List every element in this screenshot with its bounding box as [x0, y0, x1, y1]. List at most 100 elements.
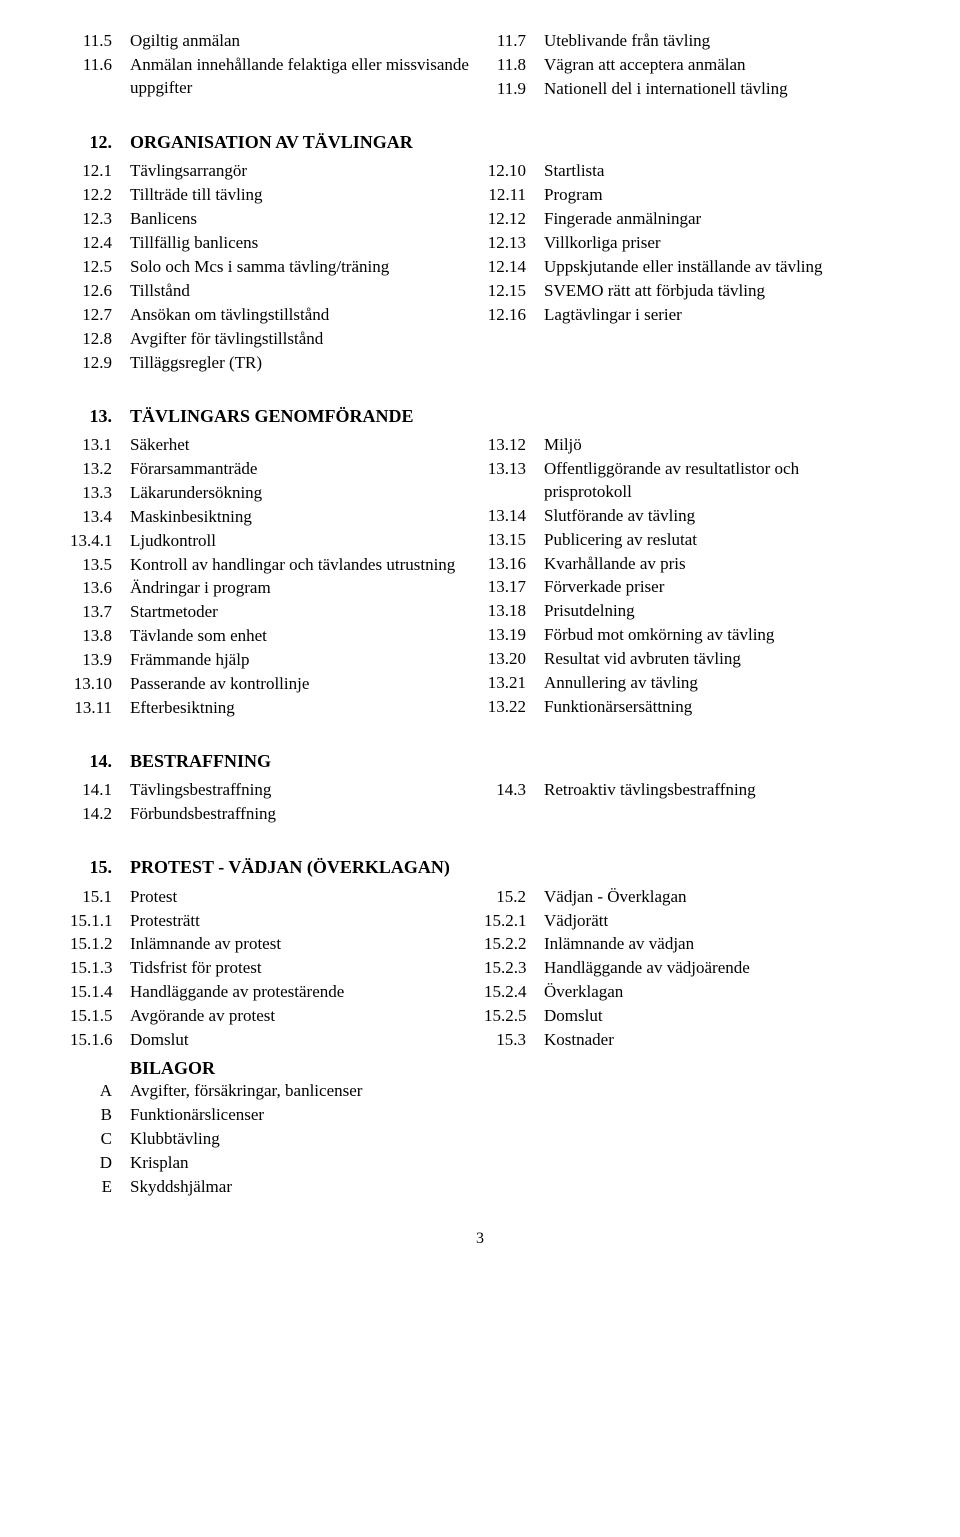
- toc-entry-number: 15.1.3: [70, 957, 130, 980]
- toc-entry: 13.7Startmetoder: [70, 601, 476, 624]
- toc-entry-number: 13.22: [484, 696, 544, 719]
- toc-entry-number: 15.1.1: [70, 910, 130, 933]
- appendix-header: BILAGOR: [70, 1056, 476, 1080]
- toc-entry-text: Uppskjutande eller inställande av tävlin…: [544, 256, 890, 279]
- appendix-letter: C: [70, 1128, 130, 1151]
- toc-entry: 13.4Maskinbesiktning: [70, 506, 476, 529]
- toc-entry-number: 14.1: [70, 779, 130, 802]
- appendix-entry: BFunktionärslicenser: [70, 1104, 476, 1127]
- toc-entry-text: Startlista: [544, 160, 890, 183]
- toc-entry-text: Tillfällig banlicens: [130, 232, 476, 255]
- toc-section-14: 14. BESTRAFFNING 14.1Tävlingsbestraffnin…: [70, 749, 890, 827]
- toc-entry-text: Förarsammanträde: [130, 458, 476, 481]
- toc-entry: 12.16Lagtävlingar i serier: [484, 304, 890, 327]
- appendix-entry: AAvgifter, försäkringar, banlicenser: [70, 1080, 476, 1103]
- toc-entry: 12.2Tillträde till tävling: [70, 184, 476, 207]
- toc-entry: 12.5Solo och Mcs i samma tävling/träning: [70, 256, 476, 279]
- toc-entry: 12.4Tillfällig banlicens: [70, 232, 476, 255]
- appendix-title: BILAGOR: [130, 1056, 215, 1080]
- toc-entry-number: 13.1: [70, 434, 130, 457]
- toc-entry: 15.2.1Vädjorätt: [484, 910, 890, 933]
- section-title: PROTEST - VÄDJAN (ÖVERKLAGAN): [130, 855, 450, 879]
- toc-entry-number: 13.7: [70, 601, 130, 624]
- toc-entry-number: 13.9: [70, 649, 130, 672]
- toc-entry: 12.6Tillstånd: [70, 280, 476, 303]
- toc-entry-text: Protesträtt: [130, 910, 476, 933]
- section-header: 15. PROTEST - VÄDJAN (ÖVERKLAGAN): [70, 855, 890, 879]
- toc-entry-text: Fingerade anmälningar: [544, 208, 890, 231]
- left-column: 11.5Ogiltig anmälan11.6Anmälan innehålla…: [70, 30, 476, 102]
- toc-entry-text: Passerande av kontrollinje: [130, 673, 476, 696]
- right-column: 14.3Retroaktiv tävlingsbestraffning: [484, 779, 890, 827]
- toc-entry: 13.14Slutförande av tävling: [484, 505, 890, 528]
- toc-entry: 11.6Anmälan innehållande felaktiga eller…: [70, 54, 476, 100]
- two-column-layout: 14.1Tävlingsbestraffning14.2Förbundsbest…: [70, 779, 890, 827]
- toc-entry-text: Retroaktiv tävlingsbestraffning: [544, 779, 890, 802]
- toc-entry: 11.8Vägran att acceptera anmälan: [484, 54, 890, 77]
- toc-entry: 15.1.3Tidsfrist för protest: [70, 957, 476, 980]
- toc-entry: 15.1.6Domslut: [70, 1029, 476, 1052]
- appendix-text: Krisplan: [130, 1152, 476, 1175]
- toc-entry-number: 12.13: [484, 232, 544, 255]
- two-column-layout: 12.1Tävlingsarrangör12.2Tillträde till t…: [70, 160, 890, 375]
- toc-entry-number: 15.3: [484, 1029, 544, 1052]
- toc-section-15: 15. PROTEST - VÄDJAN (ÖVERKLAGAN) 15.1Pr…: [70, 855, 890, 1200]
- toc-entry-text: Domslut: [130, 1029, 476, 1052]
- toc-entry-number: 12.3: [70, 208, 130, 231]
- appendix-letter: D: [70, 1152, 130, 1175]
- appendix-letter: B: [70, 1104, 130, 1127]
- toc-entry: 13.18Prisutdelning: [484, 600, 890, 623]
- toc-entry: 14.2Förbundsbestraffning: [70, 803, 476, 826]
- toc-entry-number: 11.5: [70, 30, 130, 53]
- toc-entry-text: Förverkade priser: [544, 576, 890, 599]
- toc-entry-number: 15.2.3: [484, 957, 544, 980]
- toc-entry: 15.2.4Överklagan: [484, 981, 890, 1004]
- toc-entry-number: 11.9: [484, 78, 544, 101]
- toc-entry-text: Startmetoder: [130, 601, 476, 624]
- toc-entry-number: 12.12: [484, 208, 544, 231]
- toc-entry: 13.2Förarsammanträde: [70, 458, 476, 481]
- toc-entry-text: Tidsfrist för protest: [130, 957, 476, 980]
- toc-entry: 12.3Banlicens: [70, 208, 476, 231]
- toc-entry-text: Lagtävlingar i serier: [544, 304, 890, 327]
- toc-entry: 12.14Uppskjutande eller inställande av t…: [484, 256, 890, 279]
- right-column: 13.12Miljö13.13Offentliggörande av resul…: [484, 434, 890, 721]
- toc-entry-text: Domslut: [544, 1005, 890, 1028]
- toc-entry-number: 12.15: [484, 280, 544, 303]
- toc-entry-number: 13.3: [70, 482, 130, 505]
- toc-entry: 13.13Offentliggörande av resultatlistor …: [484, 458, 890, 504]
- section-title: TÄVLINGARS GENOMFÖRANDE: [130, 404, 414, 428]
- toc-entry-text: Läkarundersökning: [130, 482, 476, 505]
- toc-entry: 15.1Protest: [70, 886, 476, 909]
- toc-entry-text: Avgifter för tävlingstillstånd: [130, 328, 476, 351]
- section-title: BESTRAFFNING: [130, 749, 271, 773]
- toc-entry-text: Handläggande av protestärende: [130, 981, 476, 1004]
- left-column: 14.1Tävlingsbestraffning14.2Förbundsbest…: [70, 779, 476, 827]
- toc-entry-text: Miljö: [544, 434, 890, 457]
- toc-entry-number: 12.2: [70, 184, 130, 207]
- toc-entry: 13.16Kvarhållande av pris: [484, 553, 890, 576]
- toc-entry-text: Tilläggsregler (TR): [130, 352, 476, 375]
- toc-entry-text: Vädjan - Överklagan: [544, 886, 890, 909]
- toc-entry-text: Ansökan om tävlingstillstånd: [130, 304, 476, 327]
- toc-entry-number: 15.2.4: [484, 981, 544, 1004]
- toc-entry-text: Prisutdelning: [544, 600, 890, 623]
- toc-entry: 15.1.1Protesträtt: [70, 910, 476, 933]
- toc-entry-number: 11.8: [484, 54, 544, 77]
- left-column: 15.1Protest15.1.1Protesträtt15.1.2Inlämn…: [70, 886, 476, 1201]
- toc-entry-text: Inlämnande av protest: [130, 933, 476, 956]
- toc-entry-text: Resultat vid avbruten tävling: [544, 648, 890, 671]
- toc-entry-number: 13.16: [484, 553, 544, 576]
- toc-entry: 15.1.5Avgörande av protest: [70, 1005, 476, 1028]
- toc-entry-text: Program: [544, 184, 890, 207]
- toc-entry: 13.12Miljö: [484, 434, 890, 457]
- toc-entry-number: 13.13: [484, 458, 544, 481]
- toc-entry-text: Solo och Mcs i samma tävling/träning: [130, 256, 476, 279]
- toc-entry: 13.22Funktionärsersättning: [484, 696, 890, 719]
- toc-entry: 15.2.3Handläggande av vädjoärende: [484, 957, 890, 980]
- toc-entry-text: Förbud mot omkörning av tävling: [544, 624, 890, 647]
- toc-entry-text: Funktionärsersättning: [544, 696, 890, 719]
- toc-entry-text: Efterbesiktning: [130, 697, 476, 720]
- toc-entry-text: Uteblivande från tävling: [544, 30, 890, 53]
- toc-entry: 12.13Villkorliga priser: [484, 232, 890, 255]
